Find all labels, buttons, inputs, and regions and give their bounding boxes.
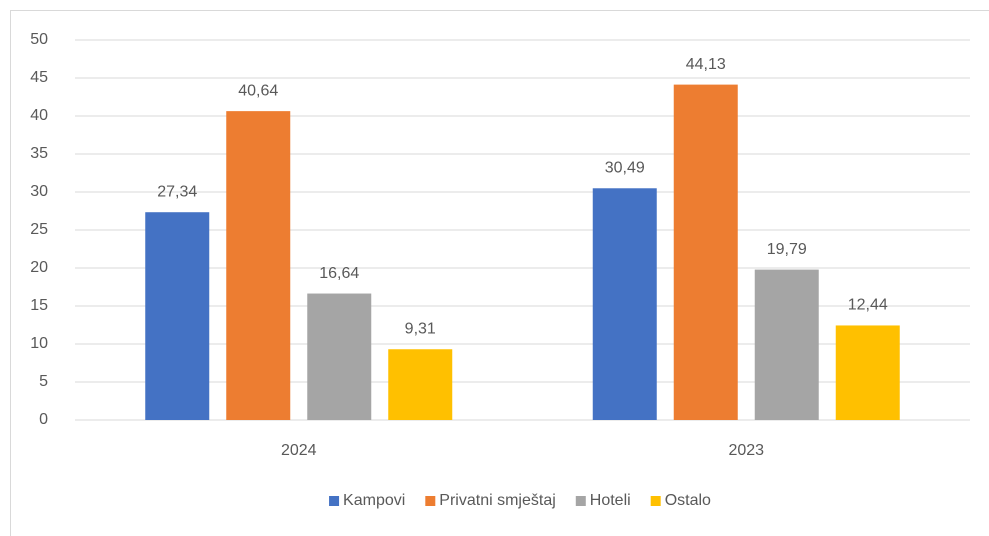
y-tick-label: 40 [30, 107, 48, 124]
bar [835, 325, 900, 420]
legend-swatch [650, 496, 661, 506]
legend-label: Kampovi [343, 492, 405, 509]
x-tick-label: 2023 [728, 442, 764, 459]
bar [307, 293, 372, 420]
legend-label: Ostalo [665, 492, 711, 509]
data-label: 40,64 [238, 82, 278, 99]
y-tick-label: 45 [30, 69, 48, 86]
y-tick-label: 15 [30, 297, 48, 314]
data-label: 16,64 [319, 265, 359, 282]
x-tick-label: 2024 [281, 442, 317, 459]
y-tick-label: 10 [30, 335, 48, 352]
legend-swatch [329, 496, 340, 506]
y-tick-label: 20 [30, 259, 48, 276]
y-tick-label: 30 [30, 183, 48, 200]
data-label: 44,13 [686, 56, 726, 73]
bar [592, 188, 657, 420]
data-label: 19,79 [767, 241, 807, 258]
data-label: 30,49 [605, 159, 645, 176]
y-tick-label: 5 [39, 373, 48, 390]
bar [226, 111, 291, 421]
data-label: 12,44 [848, 297, 888, 314]
bar [145, 212, 210, 420]
bar [673, 84, 738, 420]
data-label: 27,34 [157, 183, 197, 200]
legend-label: Hoteli [590, 492, 631, 509]
bar [388, 349, 453, 420]
legend-swatch [575, 496, 586, 506]
legend-label: Privatni smještaj [439, 492, 555, 509]
legend-swatch [425, 496, 436, 506]
y-tick-label: 25 [30, 221, 48, 238]
y-tick-label: 35 [30, 145, 48, 162]
y-tick-label: 50 [30, 31, 48, 48]
chart-border [10, 10, 989, 536]
data-label: 9,31 [405, 320, 436, 337]
bar [754, 269, 819, 420]
y-tick-label: 0 [39, 411, 48, 428]
